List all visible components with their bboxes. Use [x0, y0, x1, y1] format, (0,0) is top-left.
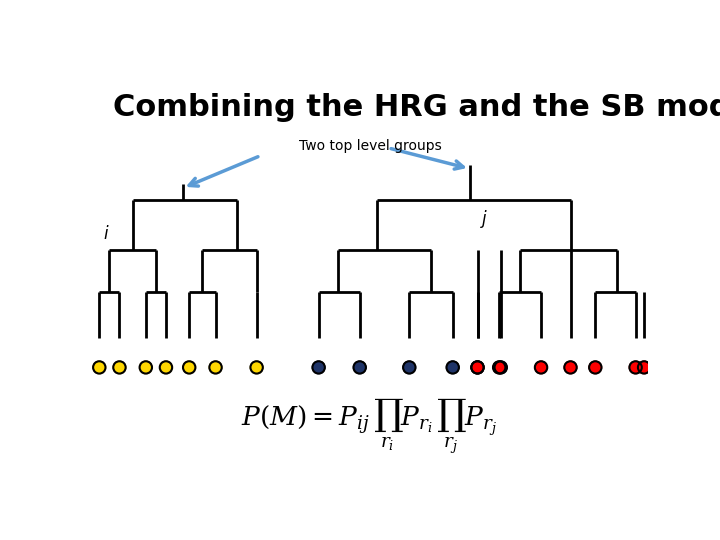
- Circle shape: [140, 361, 152, 374]
- Text: Combining the HRG and the SB model: Combining the HRG and the SB model: [113, 93, 720, 122]
- Circle shape: [183, 361, 195, 374]
- Text: i: i: [103, 225, 108, 243]
- Circle shape: [472, 361, 484, 374]
- Circle shape: [629, 361, 642, 374]
- Circle shape: [403, 361, 415, 374]
- Circle shape: [251, 361, 263, 374]
- Circle shape: [535, 361, 547, 374]
- Circle shape: [354, 361, 366, 374]
- Circle shape: [160, 361, 172, 374]
- Text: Two top level groups: Two top level groups: [300, 139, 442, 153]
- Circle shape: [210, 361, 222, 374]
- Circle shape: [495, 361, 507, 374]
- Circle shape: [113, 361, 126, 374]
- Text: j: j: [482, 210, 486, 228]
- Circle shape: [564, 361, 577, 374]
- Circle shape: [638, 361, 650, 374]
- Circle shape: [446, 361, 459, 374]
- Circle shape: [472, 361, 484, 374]
- Circle shape: [312, 361, 325, 374]
- Text: $P(M) = P_{ij}\,\prod_{r_i} P_{r_i}\,\prod_{r_j} P_{r_j}$: $P(M) = P_{ij}\,\prod_{r_i} P_{r_i}\,\pr…: [241, 396, 497, 457]
- Circle shape: [589, 361, 601, 374]
- Circle shape: [93, 361, 106, 374]
- Circle shape: [493, 361, 505, 374]
